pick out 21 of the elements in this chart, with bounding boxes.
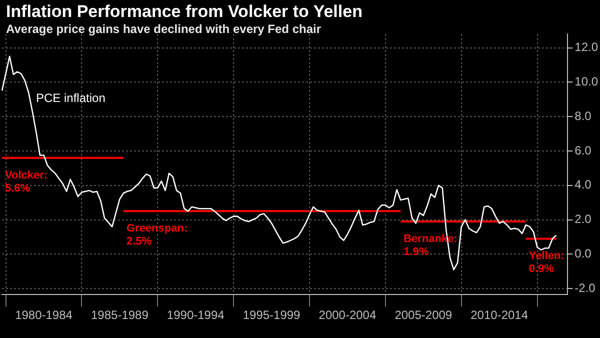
series-label: Volcker: 5.6% (5, 169, 48, 194)
chart-title: Inflation Performance from Volcker to Yellen (6, 2, 362, 22)
y-tick-label: 12.0 (574, 40, 598, 54)
y-tick-label: 4.0 (574, 178, 592, 192)
y-tick-label: 2.0 (574, 212, 592, 226)
x-tick-label: 1990-1994 (166, 308, 225, 322)
x-tick-label: 2010-2014 (470, 308, 528, 322)
chart-subtitle: Average price gains have declined with every Fed chair (6, 22, 322, 37)
series-label: PCE inflation (36, 91, 106, 106)
x-tick-label: 1980-1984 (15, 308, 73, 322)
series-label: Greenspan: 2.5% (126, 222, 188, 248)
series-label: Yellen: 0.9% (528, 250, 564, 276)
y-tick-label: 6.0 (574, 143, 592, 158)
y-tick-label: -2.0 (574, 280, 596, 295)
y-tick-label: 10.0 (574, 74, 598, 88)
y-tick-label: 0.0 (574, 246, 592, 260)
x-tick-label: 1985-1989 (90, 308, 149, 322)
x-tick-label: 2000-2004 (318, 308, 376, 322)
x-tick-label: 2005-2009 (394, 308, 452, 322)
y-tick-label: 8.0 (574, 108, 592, 123)
x-tick-label: 1995-1999 (242, 308, 301, 322)
